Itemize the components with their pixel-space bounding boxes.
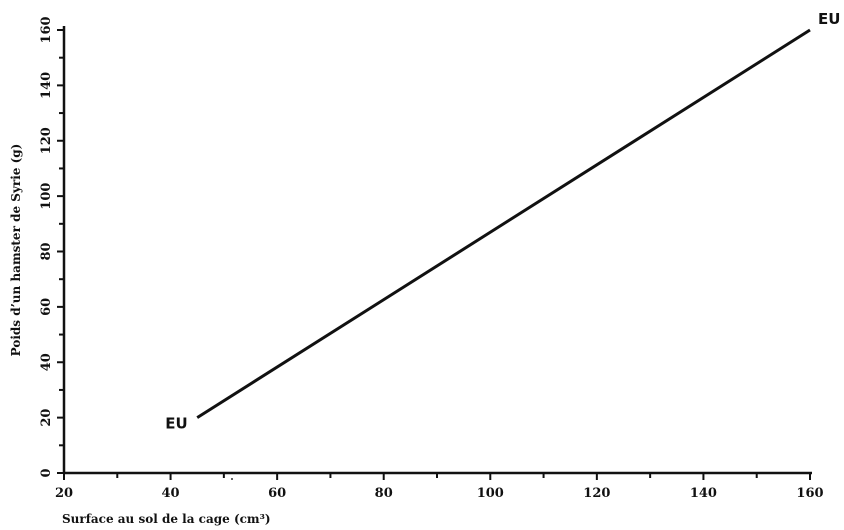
stray-dot — [231, 478, 233, 480]
x-tick-label: 140 — [690, 486, 717, 501]
annotation-end-label: EU — [818, 10, 840, 28]
annotation-start-label: EU — [165, 415, 187, 433]
y-tick-label: 100 — [39, 183, 54, 210]
x-tick-label: 60 — [268, 486, 286, 501]
y-tick-label: 120 — [39, 127, 54, 154]
plot-area: 20 40 60 80 100 120 140 16002040608010012014016… — [39, 10, 840, 501]
y-tick-label: 140 — [39, 72, 54, 99]
x-tick-label: 100 — [477, 486, 504, 501]
y-tick-label: 40 — [39, 353, 54, 371]
x-tick-label: 160 — [796, 486, 823, 501]
x-tick-label: 40 — [162, 486, 180, 501]
y-tick-label: 60 — [39, 298, 54, 316]
y-tick-label: 0 — [39, 468, 54, 477]
series-line — [196, 28, 811, 419]
x-tick-label: 20 — [55, 486, 73, 501]
y-tick-label: 20 — [39, 409, 54, 427]
x-axis-label: Surface au sol de la cage (cm³) — [62, 512, 271, 526]
y-tick-label: 80 — [39, 242, 54, 260]
y-axis-label: Poids d’un hamster de Syrie (g) — [9, 144, 23, 357]
x-tick-label: 80 — [375, 486, 393, 501]
x-tick-label: 120 — [583, 486, 610, 501]
y-tick-label: 160 — [39, 16, 54, 43]
